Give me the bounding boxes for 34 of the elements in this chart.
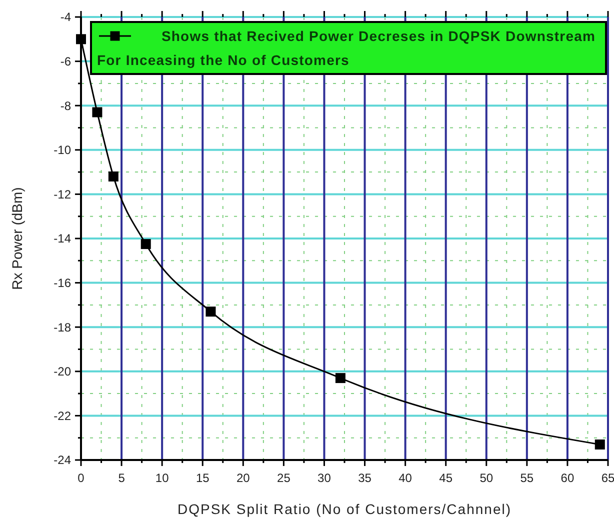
x-tick-label: 60 — [560, 471, 574, 485]
point — [140, 239, 151, 250]
y-tick-label: -10 — [54, 143, 72, 158]
x-tick-label: 35 — [358, 471, 372, 485]
point — [92, 107, 102, 118]
x-tick-label: 55 — [520, 471, 534, 485]
y-tick-label: -16 — [54, 276, 72, 290]
x-tick-label: 25 — [277, 471, 291, 485]
y-axis-title: Rx Power (dBm) — [9, 187, 25, 290]
x-tick-label: 0 — [78, 471, 85, 485]
x-tick-label: 15 — [196, 471, 210, 485]
point — [108, 171, 118, 182]
y-tick-label: -6 — [60, 54, 72, 68]
x-axis-title: DQPSK Split Ratio (No of Customers/Cahnnel) — [178, 501, 512, 517]
y-tick-label: -14 — [54, 232, 72, 246]
x-tick-label: 65 — [601, 471, 614, 485]
y-tick-label: -22 — [54, 408, 72, 423]
point — [206, 306, 216, 317]
x-tick-label: 20 — [236, 471, 250, 485]
legend-label: Shows that Recived Power Decreses in DQPSK Downstream For Inceasing the No of Customers — [97, 28, 600, 68]
y-tick-label: -18 — [54, 320, 72, 334]
y-tick-label: -4 — [60, 10, 72, 24]
x-tick-label: 30 — [318, 471, 332, 485]
x-tick-label: 50 — [480, 471, 494, 485]
y-tick-label: -8 — [60, 98, 72, 113]
x-tick-label: 10 — [155, 471, 170, 485]
x-tick-label: 40 — [398, 471, 412, 485]
x-tick-label: 5 — [118, 471, 126, 485]
x-tick-label: 45 — [439, 471, 453, 485]
point — [594, 439, 605, 450]
point — [335, 373, 346, 384]
y-tick-label: -12 — [54, 187, 72, 202]
y-tick-label: -20 — [54, 364, 72, 379]
y-tick-label: -24 — [54, 453, 72, 468]
